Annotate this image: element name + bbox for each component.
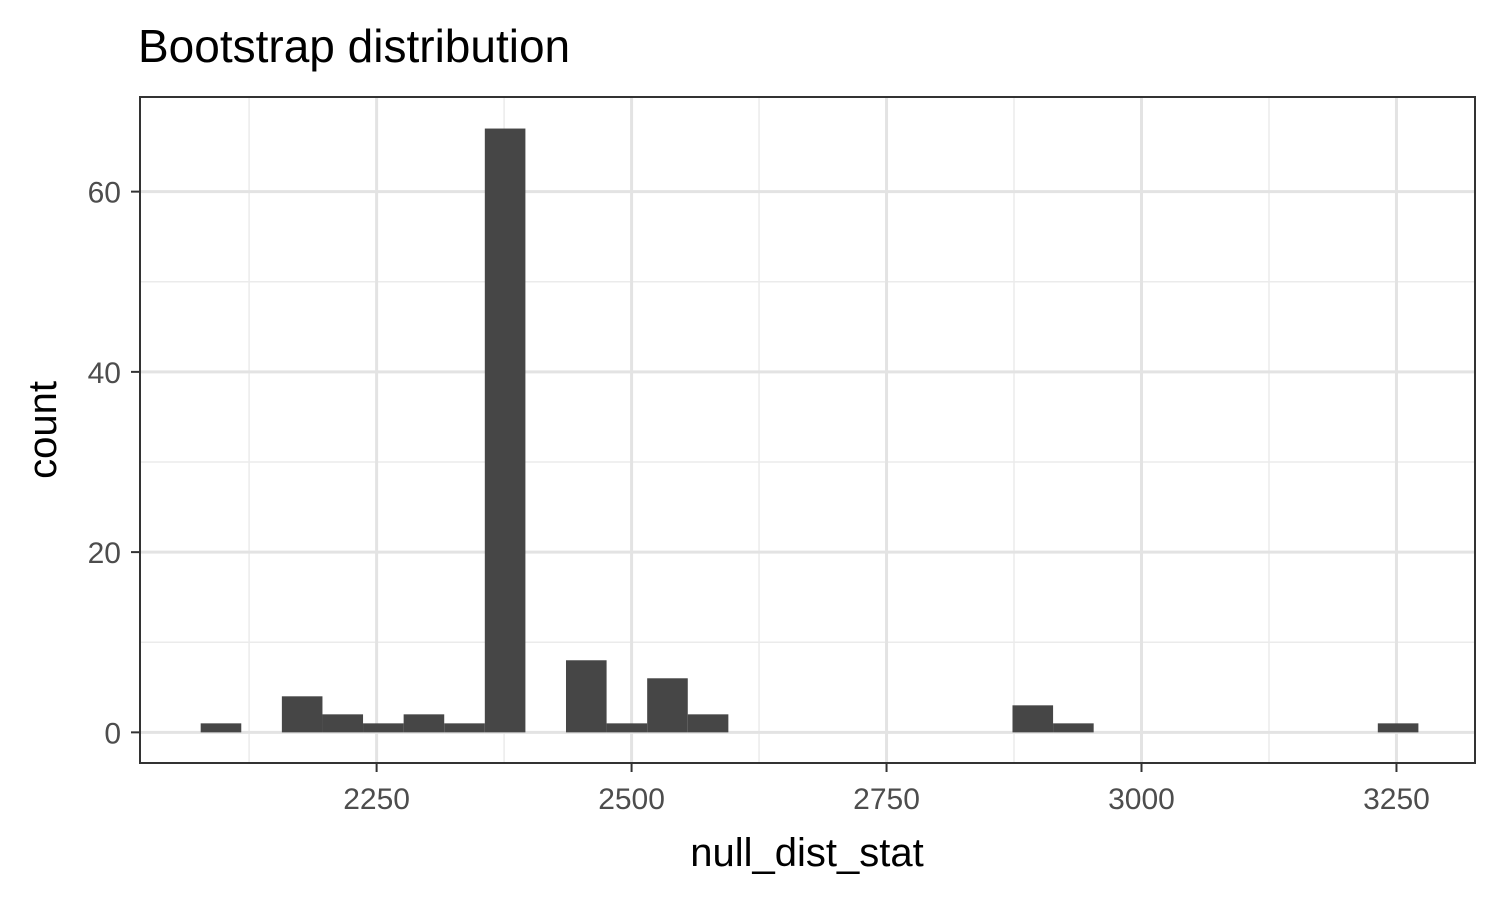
histogram-bar	[363, 723, 404, 733]
y-tick-label: 0	[104, 717, 121, 750]
histogram-bar	[1053, 723, 1094, 733]
x-tick-label: 2250	[343, 783, 410, 816]
x-tick-label: 2750	[853, 783, 920, 816]
plot-panel-background	[140, 97, 1475, 763]
y-tick-label: 60	[88, 177, 121, 210]
histogram-bar	[444, 723, 485, 733]
histogram-bar	[200, 723, 242, 733]
x-tick-label: 3250	[1363, 783, 1430, 816]
y-tick-label: 20	[88, 537, 121, 570]
histogram-bar	[322, 714, 364, 733]
y-axis: 0 20 40 60	[88, 177, 140, 750]
histogram-bars	[200, 128, 1419, 733]
x-tick-label: 3000	[1108, 783, 1175, 816]
x-axis-title: null_dist_stat	[690, 831, 923, 875]
y-axis-title: count	[21, 381, 65, 479]
plot-panel-border	[139, 96, 1476, 764]
y-tick-label: 40	[88, 357, 121, 390]
x-tick-label: 2500	[598, 783, 665, 816]
histogram-bar	[606, 723, 648, 733]
histogram-bar	[1012, 705, 1054, 733]
histogram-bar	[484, 128, 526, 733]
histogram-bar	[281, 696, 323, 733]
histogram-bar	[403, 714, 445, 733]
chart-title: Bootstrap distribution	[138, 20, 570, 72]
histogram-bar	[647, 678, 688, 733]
histogram-bar	[1377, 723, 1419, 733]
histogram-bar	[565, 660, 607, 733]
x-axis: 2250 2500 2750 3000 3250	[343, 763, 1430, 816]
histogram-bar	[687, 714, 729, 733]
